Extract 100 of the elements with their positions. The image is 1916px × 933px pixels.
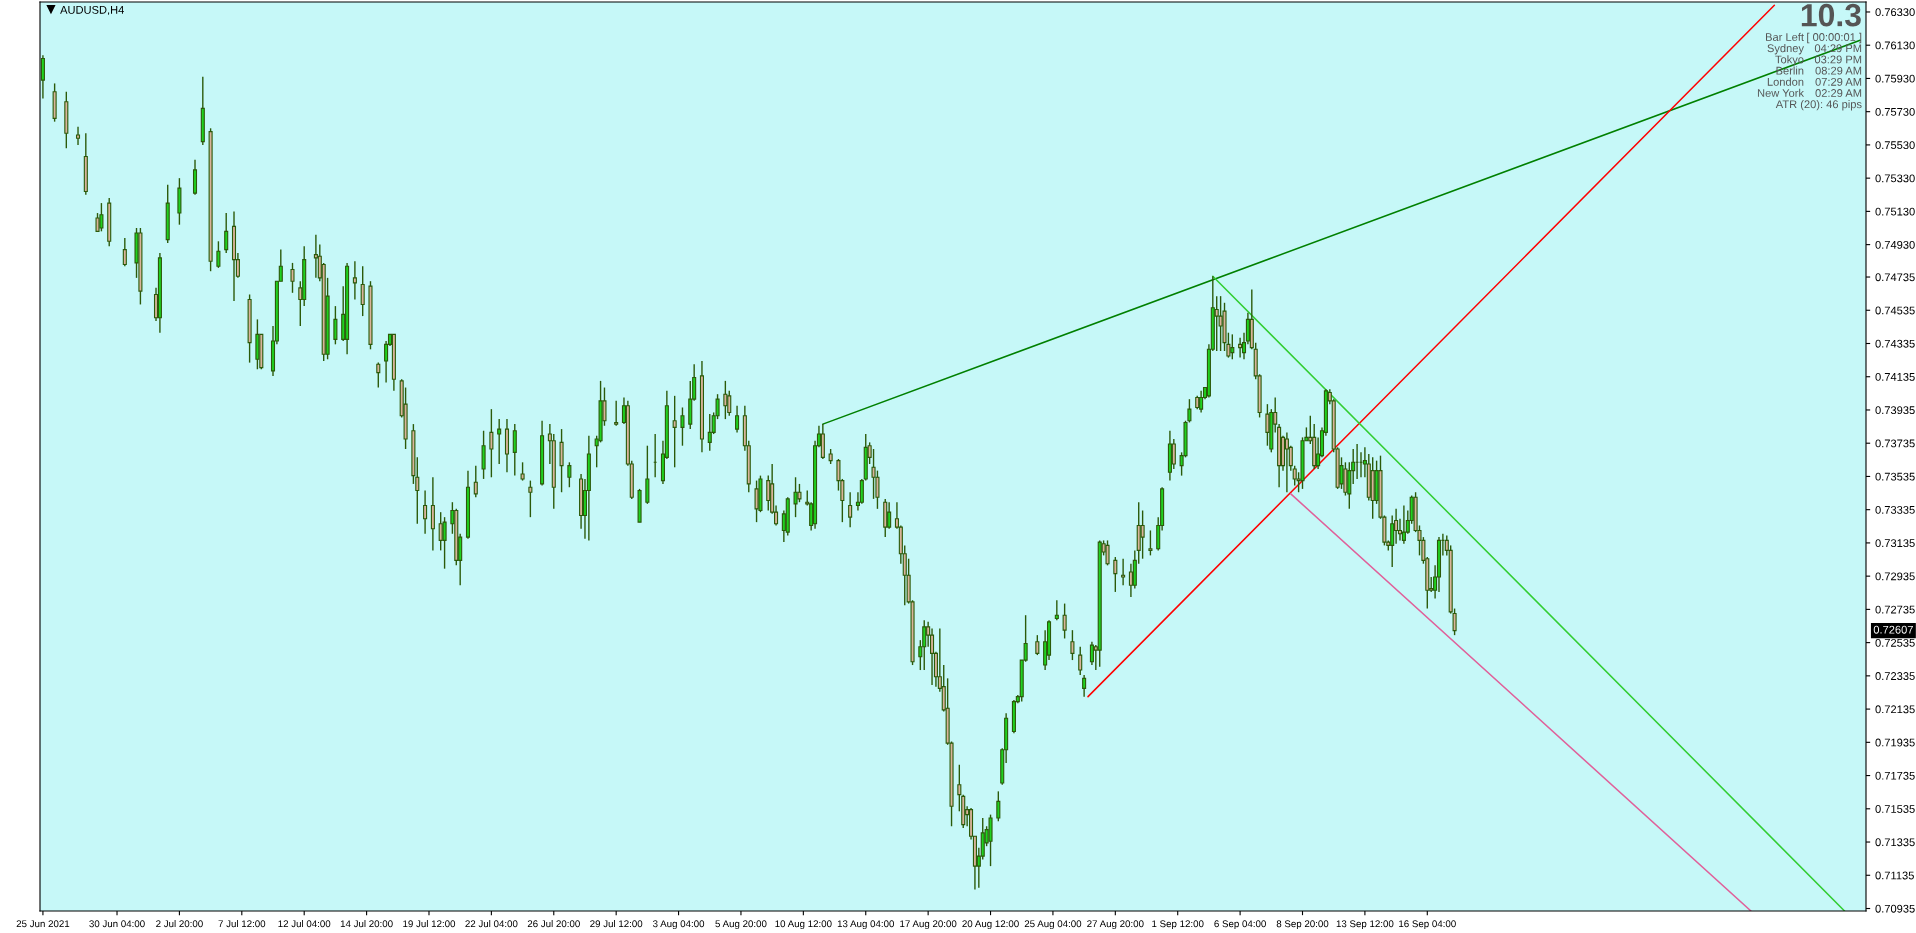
x-tick-label: 30 Jun 04:00	[89, 920, 145, 928]
candlestick	[1347, 461, 1352, 510]
annotation: New York	[1757, 88, 1805, 97]
annotation: [ 00:00:01 ]	[1807, 32, 1862, 44]
annotation: 03:29 PM	[1814, 55, 1862, 64]
candlestick	[754, 479, 759, 523]
candlestick	[1171, 438, 1176, 470]
candlestick	[1214, 295, 1219, 352]
candlestick	[360, 265, 365, 317]
candlestick	[1230, 333, 1235, 360]
y-tick-label: 0.70935	[1875, 904, 1915, 913]
candlestick	[512, 423, 517, 477]
candlestick	[430, 476, 435, 552]
annotation: 10.3	[1801, 3, 1861, 27]
candlestick	[797, 483, 802, 503]
annotation: London	[1767, 77, 1804, 86]
candlestick	[996, 790, 1001, 822]
candlestick	[793, 476, 798, 518]
y-tick-label: 0.75930	[1875, 74, 1915, 83]
candlestick	[1035, 634, 1040, 656]
annotation: 07:29 AM	[1815, 77, 1862, 86]
y-tick-label: 0.74735	[1875, 273, 1915, 282]
candlestick	[1082, 674, 1087, 698]
candlestick	[848, 491, 853, 528]
x-tick-label: 20 Aug 12:00	[962, 920, 1019, 930]
x-tick-label: 19 Jul 12:00	[403, 920, 456, 928]
x-tick-label: 25 Jun 2021	[16, 920, 70, 928]
text: 0.72607	[1873, 625, 1913, 634]
annotation: 02:29 AM	[1815, 89, 1862, 97]
y-tick-label: 0.75130	[1875, 207, 1915, 216]
annotation: 08:29 AM	[1815, 66, 1862, 75]
x-tick-label: 3 Aug 04:00	[652, 920, 705, 930]
candlestick	[1265, 403, 1270, 447]
y-tick-label: 0.74335	[1875, 339, 1915, 348]
candlestick	[559, 428, 564, 493]
y-tick-label: 0.73735	[1875, 439, 1915, 448]
candlestick	[887, 501, 892, 530]
candlestick	[735, 405, 740, 434]
x-tick-label: 17 Aug 20:00	[900, 920, 957, 930]
x-tick-label: 25 Aug 04:00	[1024, 920, 1082, 930]
candlestick	[1062, 602, 1067, 640]
x-tick-label: 13 Aug 04:00	[837, 920, 895, 930]
y-tick-label: 0.71735	[1875, 771, 1915, 780]
x-tick-label: 16 Sep 04:00	[1399, 920, 1456, 930]
x-tick-label: 10 Aug 12:00	[775, 920, 832, 930]
x-tick-label: 27 Aug 20:00	[1087, 920, 1144, 930]
candlestick	[313, 233, 318, 279]
candlestick	[489, 408, 494, 478]
candlestick	[481, 430, 486, 480]
y-tick-label: 0.74930	[1875, 240, 1915, 249]
annotation: Tokyo	[1775, 55, 1804, 66]
y-tick-label: 0.74535	[1875, 306, 1915, 315]
candlestick	[1054, 599, 1059, 621]
candlestick	[192, 159, 198, 196]
candlestick	[473, 464, 478, 498]
x-tick-label: 29 Jul 12:00	[590, 920, 643, 928]
y-tick-label: 0.75330	[1875, 174, 1915, 183]
candlestick	[442, 516, 447, 570]
candlestick	[1070, 629, 1075, 661]
candlestick	[1121, 558, 1126, 586]
candlestick	[614, 400, 619, 427]
y-tick-label: 0.76130	[1875, 41, 1915, 50]
candlestick	[423, 489, 428, 535]
candlestick	[352, 260, 357, 301]
candlestick	[1199, 390, 1204, 414]
y-tick-label: 0.72335	[1875, 672, 1915, 680]
y-tick-label: 0.71935	[1875, 738, 1915, 747]
candlestick	[1089, 641, 1094, 666]
x-tick-label: 7 Jul 12:00	[218, 920, 266, 928]
x-tick-label: 5 Aug 20:00	[715, 920, 767, 930]
candlestick	[1140, 509, 1145, 560]
candlestick	[497, 418, 502, 465]
candlestick	[1078, 646, 1083, 676]
candlestick	[723, 380, 728, 420]
candlestick	[645, 445, 650, 505]
y-tick-label: 0.76330	[1875, 8, 1915, 17]
annotation: ATR (20): 46 pips	[1775, 100, 1862, 111]
y-tick-label: 0.73935	[1875, 406, 1915, 415]
candlestick	[680, 406, 685, 447]
candlestick	[1218, 295, 1223, 352]
candlestick	[216, 240, 221, 269]
candlestick	[567, 461, 572, 488]
x-tick-label: 6 Sep 04:00	[1214, 920, 1266, 930]
candlestick	[1401, 504, 1406, 545]
y-tick-label: 0.72735	[1875, 605, 1915, 614]
y-tick-label: 0.71335	[1875, 838, 1915, 847]
y-tick-label: 0.72535	[1875, 638, 1915, 647]
y-tick-label: 0.71135	[1875, 871, 1914, 880]
x-tick-label: 8 Sep 20:00	[1276, 920, 1329, 930]
x-tick-label: 22 Jul 04:00	[465, 920, 518, 928]
y-tick-label: 0.75730	[1875, 107, 1915, 116]
y-tick-label: 0.71535	[1875, 805, 1915, 813]
candlestick	[40, 54, 45, 100]
annotation: Bar Left	[1766, 32, 1804, 41]
candlestick	[528, 479, 533, 518]
candlestick	[672, 395, 677, 468]
candlestick	[1148, 529, 1153, 557]
candlestick	[1113, 556, 1118, 593]
candlestick	[707, 413, 712, 452]
x-tick-label: 12 Jul 04:00	[278, 920, 331, 928]
